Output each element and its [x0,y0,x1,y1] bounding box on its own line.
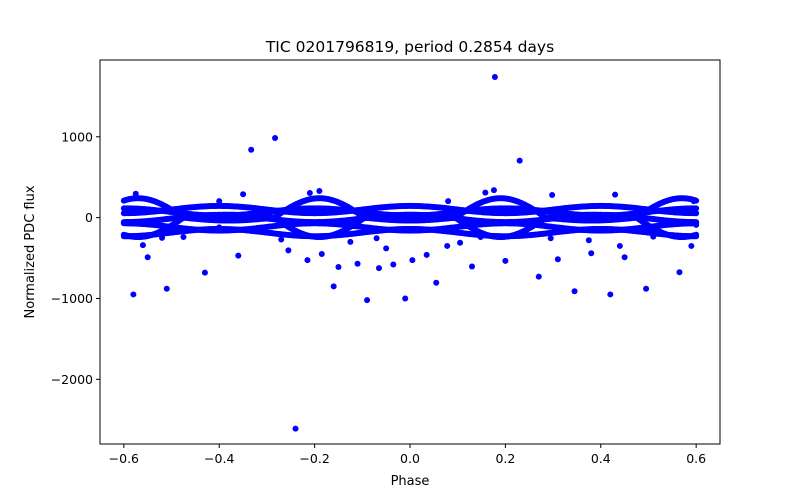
plot-frame [99,59,721,445]
data-point-outlier [490,187,497,194]
data-point-outlier [248,146,255,153]
y-tick-label: −1000 [51,291,93,306]
data-point-outlier [690,198,697,205]
data-point-outlier [482,189,489,196]
data-point-outlier [409,257,416,264]
data-point-outlier [621,254,628,261]
x-tick-label: 0.2 [495,451,515,466]
data-point [693,231,700,238]
data-point-outlier [304,257,311,264]
data-point-outlier [354,260,361,267]
data-point-outlier [612,191,619,198]
data-point-outlier [285,247,292,254]
data-point-outlier [163,285,170,292]
y-tick-label: −2000 [51,372,93,387]
data-point-outlier [306,189,313,196]
data-point-outlier [457,239,464,246]
data-point-outlier [693,221,700,228]
data-point-outlier [330,283,337,290]
data-point-outlier [650,233,657,240]
data-point-outlier [643,285,650,292]
y-tick-label: 1000 [61,129,93,144]
data-point-outlier [292,425,299,432]
data-point-outlier [477,234,484,241]
data-point-outlier [364,297,371,304]
data-point-outlier [423,251,430,258]
data-point [693,210,700,217]
data-point-outlier [235,252,242,259]
x-tick-label: −0.2 [299,451,329,466]
data-point-outlier [318,251,325,258]
data-point-outlier [272,135,279,142]
x-tick-label: 0.0 [400,451,420,466]
data-point-outlier [547,235,554,242]
x-axis: −0.6 −0.4 −0.2 0.0 0.2 0.4 0.6 [109,444,706,466]
data-point-outlier [278,236,285,243]
data-point-outlier [216,198,223,205]
data-point-outlier [502,257,509,264]
data-point-outlier [688,242,695,249]
data-point-outlier [491,73,498,80]
data-point-outlier [376,265,382,272]
data-point-outlier [201,269,208,276]
data-points [120,73,700,432]
x-tick-label: 0.4 [591,451,611,466]
data-point-outlier [676,269,683,276]
data-point-outlier [469,263,475,270]
data-point-outlier [132,190,139,197]
data-point-outlier [390,261,397,268]
data-point-outlier [616,242,623,249]
data-point-outlier [144,254,151,261]
x-tick-label: −0.6 [109,451,139,466]
data-point-outlier [130,291,137,298]
data-point-outlier [180,234,187,241]
data-point-outlier [444,242,451,249]
data-point-outlier [445,198,452,205]
data-point-outlier [535,273,542,280]
data-point-outlier [516,157,523,164]
y-tick-label: 0 [85,210,93,225]
data-point-outlier [585,237,592,244]
data-point-outlier [240,191,247,198]
data-point-outlier [139,242,146,249]
data-point-outlier [433,279,440,286]
data-point-outlier [554,256,561,263]
x-axis-label: Phase [391,474,430,489]
data-point-outlier [588,250,595,257]
data-point-outlier [335,263,342,270]
data-point-outlier [402,295,409,302]
data-point-outlier [383,245,390,252]
data-point-outlier [316,187,323,194]
data-point-outlier [549,192,556,199]
x-tick-label: −0.4 [204,451,234,466]
y-axis: −2000 −1000 0 1000 [51,129,100,387]
data-point-outlier [216,224,223,231]
chart-title: TIC 0201796819, period 0.2854 days [265,38,554,56]
data-point [693,205,700,212]
data-point-outlier [571,288,578,295]
y-axis-label: Normalized PDC flux [23,185,38,318]
data-point-outlier [159,234,165,241]
data-point-outlier [607,291,614,298]
data-point-outlier [347,238,354,245]
x-tick-label: 0.6 [686,451,706,466]
data-point-outlier [373,235,380,242]
